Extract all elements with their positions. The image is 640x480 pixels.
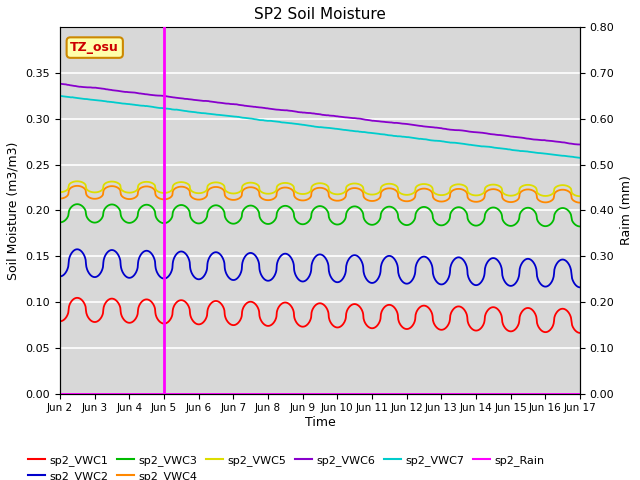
Y-axis label: Raim (mm): Raim (mm) xyxy=(620,176,633,245)
X-axis label: Time: Time xyxy=(305,416,335,429)
Legend: sp2_VWC1, sp2_VWC2, sp2_VWC3, sp2_VWC4, sp2_VWC5, sp2_VWC6, sp2_VWC7, sp2_Rain: sp2_VWC1, sp2_VWC2, sp2_VWC3, sp2_VWC4, … xyxy=(24,450,548,480)
Text: TZ_osu: TZ_osu xyxy=(70,41,119,54)
Y-axis label: Soil Moisture (m3/m3): Soil Moisture (m3/m3) xyxy=(7,141,20,280)
Title: SP2 Soil Moisture: SP2 Soil Moisture xyxy=(254,7,386,22)
